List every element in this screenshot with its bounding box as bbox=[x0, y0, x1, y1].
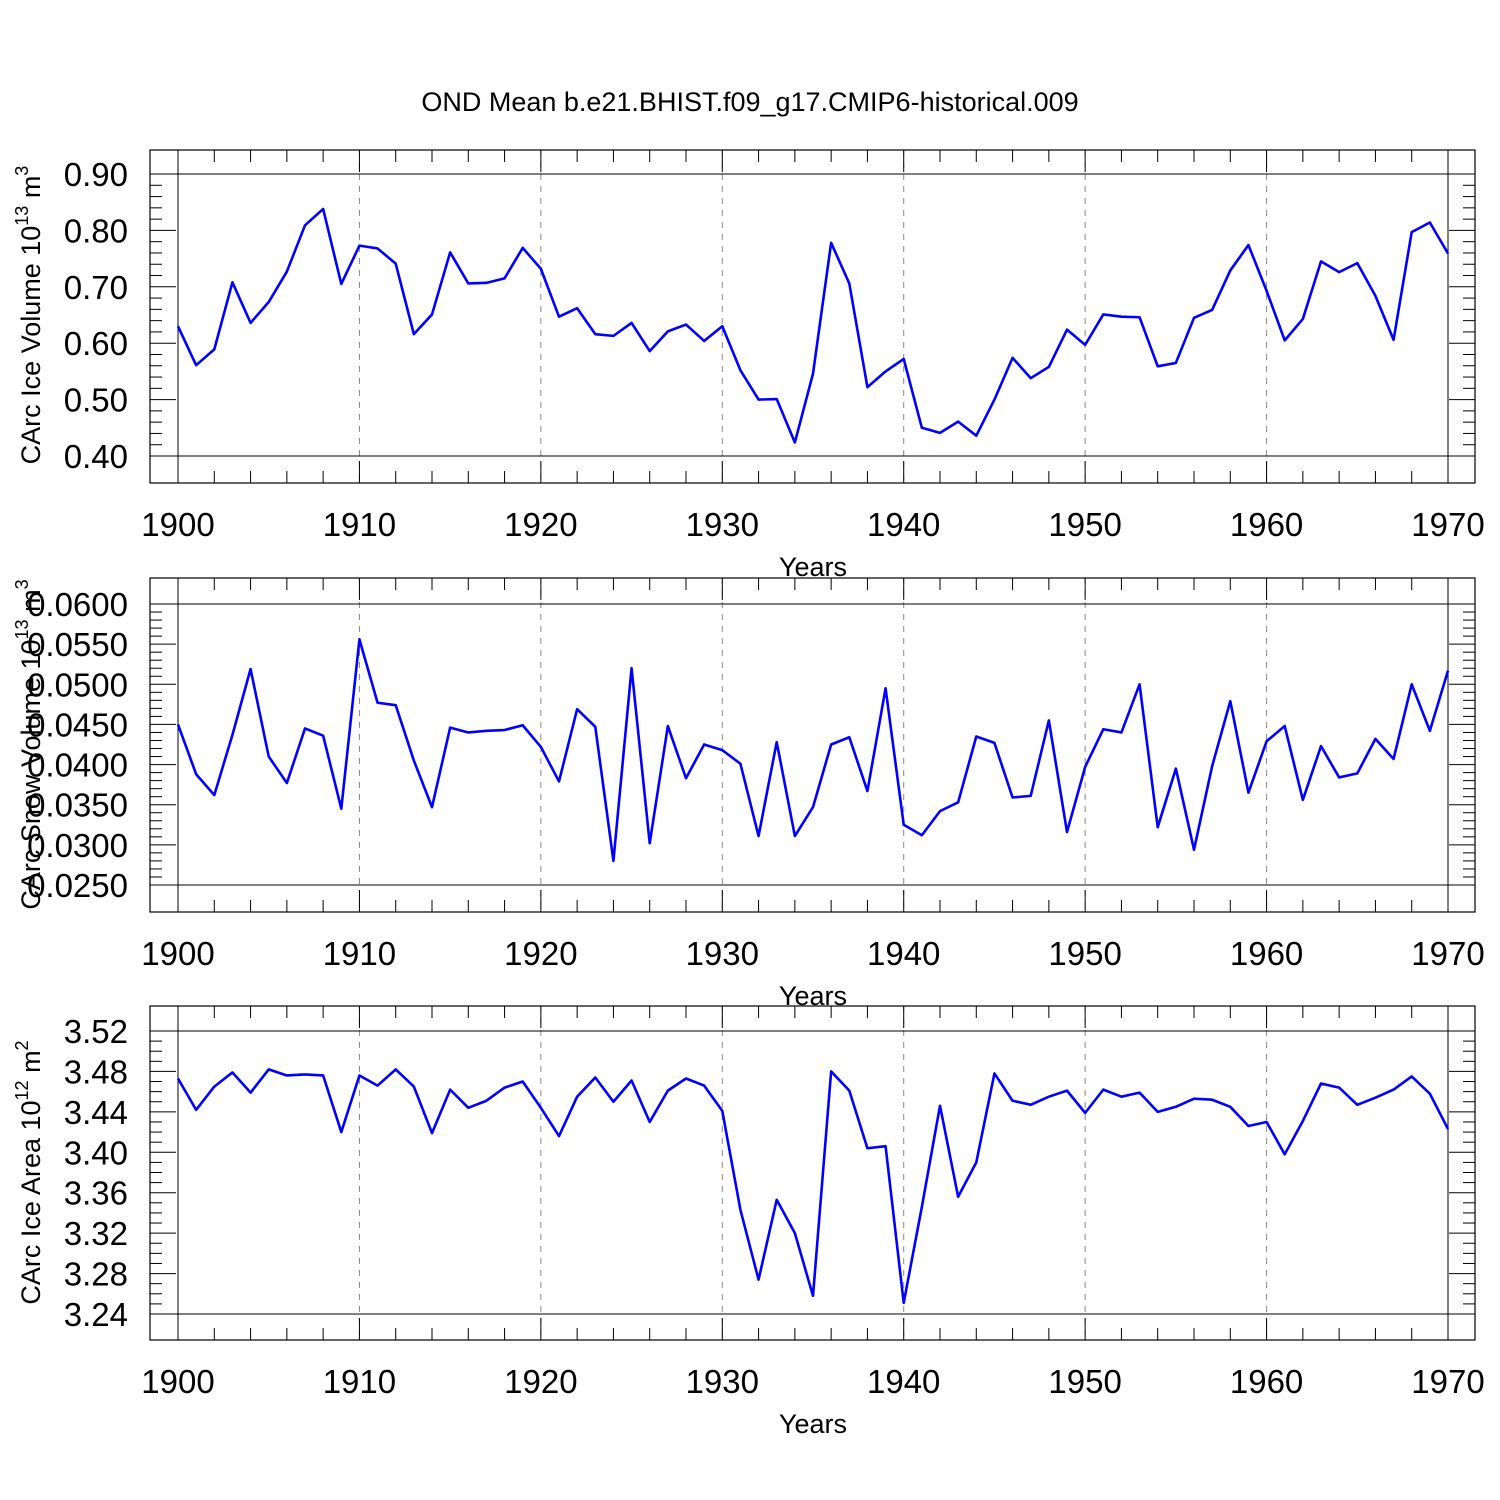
y-axis-label-unit-exp: 3 bbox=[12, 579, 32, 589]
x-tick-label: 1970 bbox=[1411, 506, 1484, 543]
panel-ice-volume: 0.40 0.50 0.60 0.70 0.80 0.90 1900 1910 1920 1930… bbox=[12, 149, 1485, 582]
y-tick-label: 0.0250 bbox=[27, 867, 128, 904]
x-tick-label: 1960 bbox=[1230, 1363, 1303, 1400]
x-tick-label: 1920 bbox=[504, 506, 577, 543]
y-tick-label: 0.60 bbox=[64, 325, 128, 362]
y-axis-label-unit-exp: 3 bbox=[12, 166, 32, 176]
y-tick-label: 3.32 bbox=[64, 1215, 128, 1252]
y-tick-label: 3.44 bbox=[64, 1094, 128, 1131]
x-tick-label: 1970 bbox=[1411, 1363, 1484, 1400]
y-axis-label-unit: m bbox=[16, 1050, 46, 1080]
x-tick-label: 1950 bbox=[1048, 1363, 1121, 1400]
y-axis-label-unit-exp: 2 bbox=[12, 1040, 32, 1050]
x-axis-label: Years bbox=[779, 1409, 847, 1439]
x-tick-label: 1910 bbox=[323, 935, 396, 972]
series-line bbox=[176, 638, 1450, 863]
y-axis-label: CArc Ice Volume 1013 m3 bbox=[12, 166, 46, 465]
y-tick-label: 0.80 bbox=[64, 212, 128, 249]
y-tick-label: 0.90 bbox=[64, 156, 128, 193]
y-axis-label-exp: 13 bbox=[12, 619, 32, 639]
x-tick-label: 1970 bbox=[1411, 935, 1484, 972]
y-tick-label: 0.0400 bbox=[27, 747, 128, 784]
y-axis-label-unit: m bbox=[16, 589, 46, 619]
y-tick-label: 0.0500 bbox=[27, 666, 128, 703]
y-axis-label-exp: 13 bbox=[12, 206, 32, 226]
x-axis-label: Years bbox=[779, 552, 847, 582]
x-tick-label: 1900 bbox=[141, 935, 214, 972]
x-tick-label: 1940 bbox=[867, 935, 940, 972]
series-line bbox=[176, 207, 1450, 444]
x-tick-label: 1900 bbox=[141, 506, 214, 543]
y-tick-label: 3.28 bbox=[64, 1256, 128, 1293]
x-tick-label: 1930 bbox=[686, 935, 759, 972]
x-tick-label: 1910 bbox=[323, 506, 396, 543]
y-tick-label: 0.0300 bbox=[27, 827, 128, 864]
y-axis-label: CArc Ice Area 1012 m2 bbox=[12, 1040, 46, 1304]
x-tick-label: 1900 bbox=[141, 1363, 214, 1400]
y-tick-label: 0.50 bbox=[64, 382, 128, 419]
x-tick-label: 1960 bbox=[1230, 935, 1303, 972]
x-tick-label: 1960 bbox=[1230, 506, 1303, 543]
y-axis-label-exp: 12 bbox=[12, 1080, 32, 1100]
chart-title: OND Mean b.e21.BHIST.f09_g17.CMIP6-histo… bbox=[421, 87, 1078, 117]
y-tick-label: 0.0450 bbox=[27, 706, 128, 743]
y-axis-label: CArc Snow Volume 1013 m3 bbox=[12, 579, 46, 909]
y-tick-label: 3.48 bbox=[64, 1053, 128, 1090]
x-tick-label: 1950 bbox=[1048, 506, 1121, 543]
panel-ice-area: 3.243.28 3.323.36 3.403.44 3.483.52 1900 1910… bbox=[12, 1005, 1485, 1439]
x-tick-label: 1930 bbox=[686, 1363, 759, 1400]
plot-frame bbox=[149, 577, 1476, 913]
y-axis-label-text: CArc Ice Volume 10 bbox=[16, 226, 46, 465]
x-tick-label: 1940 bbox=[867, 506, 940, 543]
y-tick-label: 0.40 bbox=[64, 438, 128, 475]
y-tick-label: 3.36 bbox=[64, 1175, 128, 1212]
x-tick-label: 1930 bbox=[686, 506, 759, 543]
y-axis-label-text: CArc Snow Volume 10 bbox=[16, 639, 46, 909]
y-tick-label: 3.40 bbox=[64, 1134, 128, 1171]
x-tick-label: 1940 bbox=[867, 1363, 940, 1400]
y-tick-label: 3.24 bbox=[64, 1296, 128, 1333]
x-tick-label: 1950 bbox=[1048, 935, 1121, 972]
y-tick-label: 3.52 bbox=[64, 1013, 128, 1050]
x-tick-label: 1910 bbox=[323, 1363, 396, 1400]
y-axis-label-text: CArc Ice Area 10 bbox=[16, 1100, 46, 1304]
y-tick-label: 0.70 bbox=[64, 269, 128, 306]
y-tick-label: 0.0350 bbox=[27, 787, 128, 824]
y-tick-label: 0.0550 bbox=[27, 626, 128, 663]
x-tick-label: 1920 bbox=[504, 1363, 577, 1400]
plot-frame bbox=[149, 149, 1476, 484]
x-tick-label: 1920 bbox=[504, 935, 577, 972]
series-line bbox=[176, 1068, 1450, 1305]
y-tick-label: 0.0600 bbox=[27, 586, 128, 623]
y-axis-label-unit: m bbox=[16, 176, 46, 206]
